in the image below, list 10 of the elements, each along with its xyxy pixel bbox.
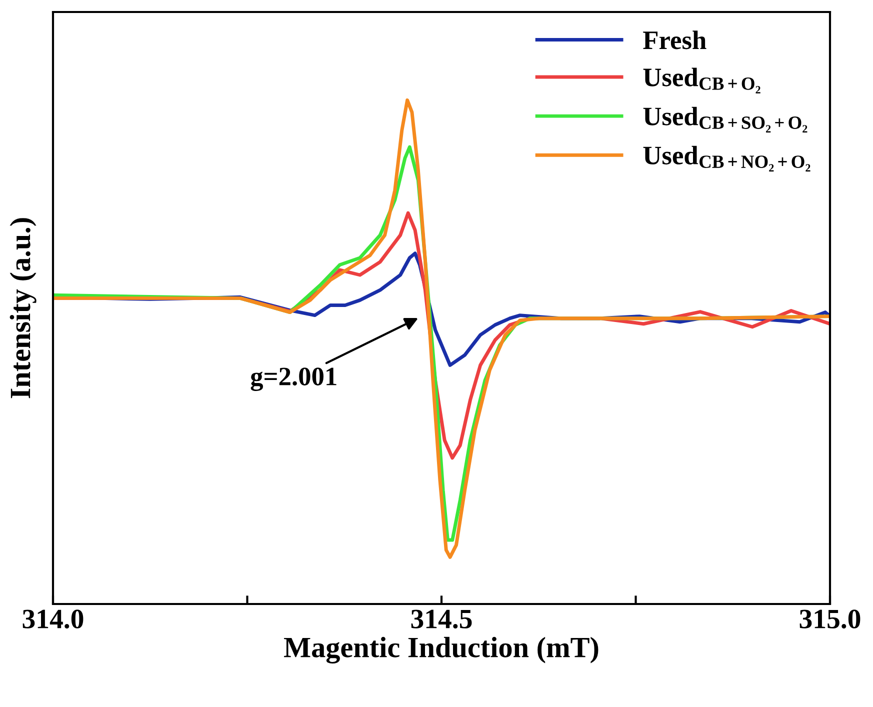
legend-label: Used$_{CB+O₂}$ xyxy=(643,68,760,94)
legend-label: Fresh xyxy=(643,30,706,50)
annotation: g=2.001 xyxy=(250,368,336,392)
y-axis-title: Intensity (a.u.) xyxy=(10,218,36,398)
legend-label: Used$_{CB+SO₂+O₂}$ xyxy=(643,106,808,132)
x-tick-label: 315.0 xyxy=(800,610,860,629)
x-axis-title: Magentic Induction (mT) xyxy=(284,636,598,664)
x-tick-label: 314.5 xyxy=(411,610,472,629)
legend-label: Used$_{CB+NO₂+O₂}$ xyxy=(643,146,810,172)
x-tick-label: 314.0 xyxy=(22,610,84,629)
